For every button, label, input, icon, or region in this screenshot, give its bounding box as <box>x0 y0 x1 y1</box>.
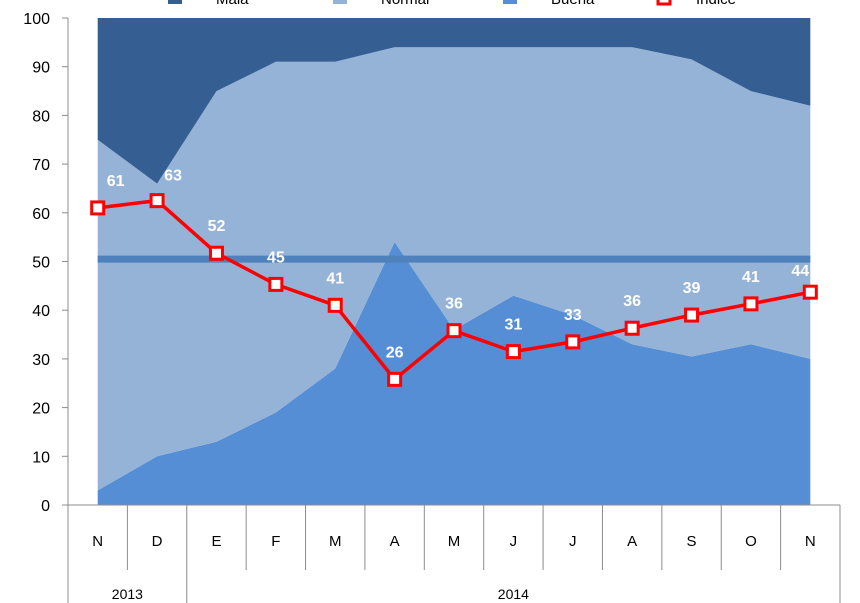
index-marker <box>446 323 462 339</box>
data-label: 36 <box>445 296 463 313</box>
y-tick-label: 60 <box>32 206 50 223</box>
y-tick-label: 80 <box>32 108 50 125</box>
stacked-areas <box>97 18 811 505</box>
x-tick-label: M <box>448 533 461 550</box>
legend-swatch <box>168 0 182 4</box>
x-tick-label: S <box>687 533 697 550</box>
x-tick-label: D <box>152 533 163 550</box>
legend-swatch <box>503 0 517 4</box>
x-tick-label: M <box>329 533 342 550</box>
y-tick-label: 40 <box>32 303 50 320</box>
data-label: 31 <box>504 317 522 334</box>
x-tick-label: J <box>569 533 577 550</box>
data-label: 44 <box>791 263 809 280</box>
x-tick-label: A <box>390 533 400 550</box>
index-marker <box>802 284 818 300</box>
area-buena <box>97 242 811 505</box>
x-tick-label: N <box>92 533 103 550</box>
x-tick-label: O <box>745 533 757 550</box>
year-label: 2013 <box>112 586 143 602</box>
legend-swatch <box>333 0 347 4</box>
legend: Mala Normal Buena Índice <box>168 0 736 8</box>
x-tick-label: A <box>627 533 637 550</box>
x-tick-label: E <box>211 533 221 550</box>
x-tick-label: J <box>510 533 518 550</box>
index-marker <box>327 297 343 313</box>
data-label: 41 <box>326 270 344 287</box>
legend-marker <box>656 0 672 6</box>
data-label: 61 <box>107 173 125 190</box>
y-tick-label: 90 <box>32 60 50 77</box>
area-mala <box>97 18 811 184</box>
data-labels: 61 63 52 45 41 26 36 31 33 36 39 41 44 <box>107 168 810 362</box>
data-label: 36 <box>623 293 641 310</box>
index-marker <box>684 307 700 323</box>
index-marker <box>505 344 521 360</box>
data-label: 52 <box>208 218 226 235</box>
y-tick-label: 70 <box>32 157 50 174</box>
legend-label: Buena <box>551 0 595 8</box>
index-marker <box>743 296 759 312</box>
data-label: 33 <box>564 307 582 324</box>
index-marker <box>149 193 165 209</box>
y-tick-label: 100 <box>23 11 50 28</box>
y-tick-label: 30 <box>32 352 50 369</box>
data-label: 63 <box>164 168 182 185</box>
index-marker <box>565 334 581 350</box>
index-marker <box>387 371 403 387</box>
x-tick-label: F <box>271 533 280 550</box>
data-label: 45 <box>267 249 285 266</box>
x-tick-label: N <box>805 533 816 550</box>
legend-label: Mala <box>216 0 249 8</box>
y-tick-label: 0 <box>41 498 50 515</box>
area-normal <box>97 47 811 491</box>
data-label: 39 <box>683 280 701 297</box>
index-series <box>90 193 818 387</box>
index-marker <box>624 320 640 336</box>
data-label: 26 <box>386 344 404 361</box>
y-tick-label: 20 <box>32 401 50 418</box>
year-label: 2014 <box>498 586 529 602</box>
index-marker <box>268 276 284 292</box>
axes: 0 10 20 30 40 50 60 70 80 90 100 N D E F M A M J J A S O N 2013 2… <box>23 11 841 603</box>
y-tick-label: 50 <box>32 255 50 272</box>
index-marker <box>208 245 224 261</box>
y-tick-label: 10 <box>32 449 50 466</box>
index-marker <box>90 200 106 216</box>
legend-label: Índice <box>696 0 736 8</box>
legend-label: Normal <box>381 0 429 8</box>
data-label: 41 <box>742 269 760 286</box>
